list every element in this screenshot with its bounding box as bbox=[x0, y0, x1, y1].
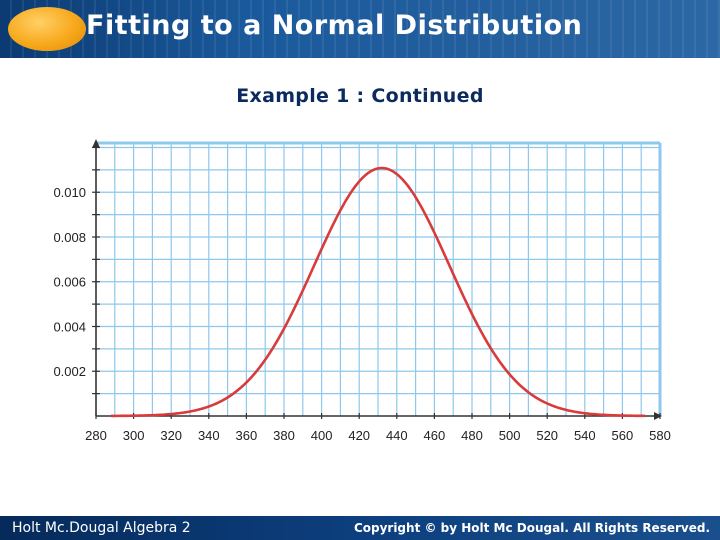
curve-data-point bbox=[546, 397, 548, 399]
x-tick-label: 280 bbox=[85, 428, 107, 443]
y-axis-arrow bbox=[92, 139, 100, 148]
curve-data-point bbox=[644, 413, 646, 415]
x-tick-label: 560 bbox=[612, 428, 634, 443]
y-tick-label: 0.010 bbox=[53, 185, 86, 200]
curve-data-point bbox=[132, 412, 134, 414]
curve-data-point bbox=[452, 250, 454, 252]
x-tick-label: 340 bbox=[198, 428, 220, 443]
curve-data-point bbox=[508, 354, 510, 356]
x-tick-label: 400 bbox=[311, 428, 333, 443]
curve-data-point bbox=[302, 324, 304, 326]
x-tick-label: 300 bbox=[123, 428, 145, 443]
chart-grid bbox=[96, 141, 662, 416]
x-axis-ticks: 280 300 320 340 360 380 400 420 440 460 480 500 520 5… bbox=[85, 413, 671, 443]
x-tick-label: 360 bbox=[236, 428, 258, 443]
x-tick-label: 580 bbox=[649, 428, 671, 443]
chart-axes bbox=[92, 139, 662, 420]
slide-title: Fitting to a Normal Distribution bbox=[86, 10, 583, 41]
curve-data-point bbox=[621, 412, 623, 414]
curve-data-point bbox=[527, 381, 529, 383]
footer-publisher: Holt Mc.Dougal Algebra 2 bbox=[12, 520, 191, 536]
y-tick-label: 0.004 bbox=[53, 319, 86, 334]
x-axis-arrow bbox=[654, 412, 662, 420]
x-tick-label: 380 bbox=[273, 428, 295, 443]
x-tick-label: 420 bbox=[348, 428, 370, 443]
curve-data-point bbox=[396, 175, 398, 177]
curve-data-point bbox=[208, 402, 210, 404]
curve-data-point bbox=[320, 265, 322, 267]
curve-data-point bbox=[584, 407, 586, 409]
curve-data-point bbox=[414, 193, 416, 195]
title-bar-texture bbox=[0, 0, 720, 58]
curve-data-point bbox=[110, 414, 112, 416]
x-tick-label: 540 bbox=[574, 428, 596, 443]
curve-data-point bbox=[367, 178, 369, 180]
x-tick-label: 320 bbox=[160, 428, 182, 443]
curve-data-point bbox=[339, 228, 341, 230]
curve-data-point bbox=[471, 287, 473, 289]
footer-copyright: Copyright © by Holt Mc Dougal. All Right… bbox=[353, 521, 710, 535]
y-axis-ticks: 0.002 0.004 0.006 0.008 0.010 bbox=[53, 146, 100, 395]
footer-bar: Holt Mc.Dougal Algebra 2 Copyright © by … bbox=[0, 516, 720, 540]
curve-data-point bbox=[264, 366, 266, 368]
normal-curve-line bbox=[111, 166, 645, 418]
title-bar: Fitting to a Normal Distribution bbox=[0, 0, 720, 58]
curve-data-point bbox=[381, 168, 383, 170]
y-tick-label: 0.002 bbox=[53, 364, 86, 379]
slide-subtitle: Example 1 : Continued bbox=[236, 85, 484, 107]
curve-data-point bbox=[170, 408, 172, 410]
chart-series bbox=[110, 166, 646, 418]
x-tick-label: 440 bbox=[386, 428, 408, 443]
curve-data-point bbox=[433, 219, 435, 221]
x-tick-label: 460 bbox=[424, 428, 446, 443]
x-tick-label: 480 bbox=[461, 428, 483, 443]
curve-data-point bbox=[226, 396, 228, 398]
curve-data-point bbox=[245, 381, 247, 383]
y-tick-label: 0.006 bbox=[53, 275, 86, 290]
y-tick-label: 0.008 bbox=[53, 230, 86, 245]
x-tick-label: 520 bbox=[536, 428, 558, 443]
x-tick-label: 500 bbox=[499, 428, 521, 443]
curve-data-point bbox=[283, 347, 285, 349]
curve-data-point bbox=[490, 322, 492, 324]
logo-oval bbox=[8, 7, 86, 51]
curve-data-point bbox=[358, 195, 360, 197]
